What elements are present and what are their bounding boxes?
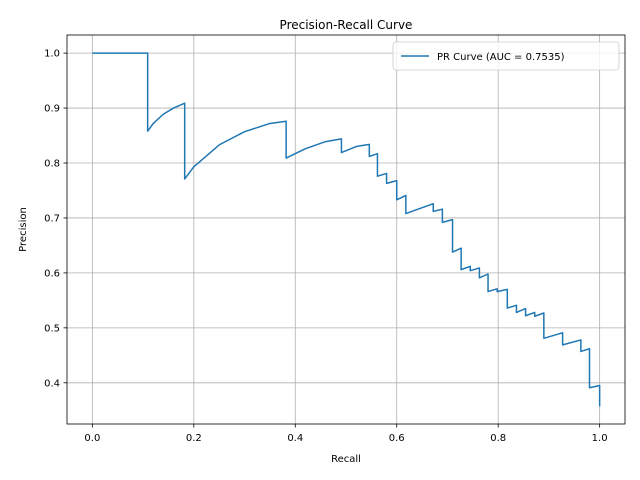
x-tick-label: 0.8 [490, 433, 506, 444]
chart-title: Precision-Recall Curve [280, 18, 413, 32]
series-layer [92, 52, 601, 407]
y-tick-label: 0.8 [44, 159, 60, 170]
y-tick-label: 0.6 [44, 268, 60, 279]
x-tick-label: 0.2 [186, 433, 202, 444]
x-tick-label: 0.6 [389, 433, 405, 444]
x-tick-label: 1.0 [592, 433, 608, 444]
y-tick-label: 0.4 [44, 378, 60, 389]
pr-curve-line [92, 52, 601, 407]
y-tick-label: 1.0 [44, 49, 60, 60]
ticks: 0.0 0.2 0.4 0.6 0.8 1.0 0.4 0.5 0.6 0.7 0.8 0.9 1.0 [44, 49, 607, 444]
plot-frame [66, 34, 626, 425]
y-tick-label: 0.7 [44, 213, 60, 224]
legend-label: PR Curve (AUC = 0.7535) [437, 52, 565, 63]
y-tick-label: 0.5 [44, 323, 60, 334]
legend: PR Curve (AUC = 0.7535) [392, 41, 620, 71]
x-tick-label: 0.4 [287, 433, 303, 444]
x-tick-label: 0.0 [84, 433, 100, 444]
y-axis-title: Precision [18, 207, 29, 252]
legend-box [392, 41, 620, 71]
y-tick-label: 0.9 [44, 104, 60, 115]
x-axis-title: Recall [331, 454, 361, 465]
